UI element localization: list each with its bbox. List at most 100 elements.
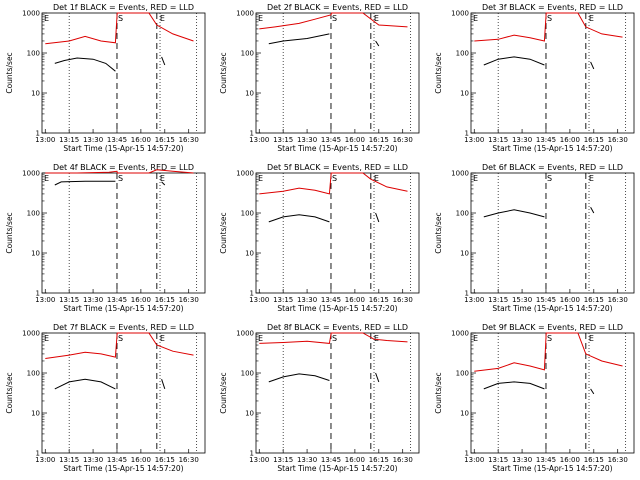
panel-1: Det 1f BLACK = Events, RED = LLD 1 10 100 10… (5, 3, 206, 153)
x-tick-label: 16:15 (369, 296, 389, 304)
x-tick-label: 13:00 (464, 136, 484, 144)
y-tick-label: 1 (250, 450, 254, 458)
panel-title: Det 8f BLACK = Events, RED = LLD (267, 323, 408, 332)
panel-title: Det 6f BLACK = Events, RED = LLD (482, 163, 623, 172)
x-tick-label: 16:00 (345, 136, 365, 144)
y-tick-label: 100 (27, 210, 40, 218)
x-tick-label: 16:30 (608, 136, 628, 144)
y-tick-label: 100 (27, 50, 40, 58)
x-tick-label: 16:00 (131, 456, 151, 464)
x-tick-label: 13:00 (249, 296, 269, 304)
x-axis-label: Start Time (15-Apr-15 14:57:20) (277, 464, 397, 473)
x-tick-label: 13:45 (107, 296, 127, 304)
y-tick-label: 10 (460, 90, 469, 98)
x-tick-label: 13:00 (249, 456, 269, 464)
x-tick-label: 13:30 (83, 136, 103, 144)
y-tick-label: 1 (465, 130, 469, 138)
x-tick-label: 13:00 (249, 136, 269, 144)
y-tick-label: 10 (245, 250, 254, 258)
panel-title: Det 3f BLACK = Events, RED = LLD (482, 3, 623, 12)
x-tick-label: 15:45 (536, 296, 556, 304)
plot-frame (470, 332, 635, 454)
panel-title: Det 9f BLACK = Events, RED = LLD (482, 323, 623, 332)
y-tick-label: 10 (245, 90, 254, 98)
events-series-line-late (375, 212, 380, 223)
x-tick-label: 16:15 (155, 296, 175, 304)
marker-letter-e: E (160, 14, 165, 23)
x-tick-label: 16:15 (584, 296, 604, 304)
x-tick-label: 16:00 (131, 296, 151, 304)
lld-series-line (45, 332, 194, 359)
lld-series-line (259, 172, 408, 195)
panel-9: Det 9f BLACK = Events, RED = LLD 1 10 100 10… (434, 323, 635, 473)
plot-frame (41, 172, 206, 294)
marker-letter-e: E (258, 174, 263, 183)
y-axis-label: Counts/sec (5, 52, 14, 93)
y-tick-label: 1 (36, 450, 40, 458)
y-tick-label: 1 (465, 450, 469, 458)
x-tick-label: 13:15 (273, 296, 293, 304)
lld-series-line (474, 332, 623, 372)
x-tick-label: 13:00 (35, 296, 55, 304)
y-tick-label: 1000 (236, 10, 254, 18)
y-tick-label: 100 (456, 210, 469, 218)
marker-letter-s: S (332, 334, 337, 343)
x-tick-label: 16:15 (155, 136, 175, 144)
x-axis-label: Start Time (15-Apr-15 14:57:20) (492, 144, 612, 153)
y-tick-label: 100 (241, 210, 254, 218)
events-series-line (54, 180, 116, 186)
y-tick-label: 1000 (22, 10, 40, 18)
events-series-line-late (161, 181, 166, 186)
x-tick-label: 13:15 (59, 136, 79, 144)
panel-2: Det 2f BLACK = Events, RED = LLD 1 10 100 10… (219, 3, 420, 153)
x-tick-label: 13:15 (488, 456, 508, 464)
x-tick-label: 13:45 (107, 136, 127, 144)
marker-letter-s: S (332, 174, 337, 183)
y-tick-label: 1000 (451, 330, 469, 338)
x-tick-label: 13:45 (107, 456, 127, 464)
x-tick-label: 16:00 (345, 296, 365, 304)
marker-letter-e: E (44, 174, 49, 183)
x-tick-label: 16:30 (393, 296, 413, 304)
x-tick-label: 16:15 (584, 456, 604, 464)
x-tick-label: 16:15 (369, 456, 389, 464)
marker-letter-e: E (374, 174, 379, 183)
x-tick-label: 13:15 (488, 136, 508, 144)
lld-series-line (259, 332, 408, 344)
x-tick-label: 16:15 (584, 136, 604, 144)
marker-letter-s: S (118, 14, 123, 23)
events-series-line-late (375, 40, 380, 47)
y-tick-label: 10 (460, 410, 469, 418)
marker-letter-e: E (374, 334, 379, 343)
y-tick-label: 100 (456, 50, 469, 58)
marker-letter-s: S (332, 14, 337, 23)
lld-series-line (45, 169, 194, 174)
marker-letter-e: E (258, 334, 263, 343)
panel-title: Det 2f BLACK = Events, RED = LLD (267, 3, 408, 12)
plot-frame (41, 12, 206, 134)
events-series-line-late (590, 388, 595, 395)
events-series-line (268, 33, 330, 45)
x-tick-label: 16:30 (393, 136, 413, 144)
marker-letter-s: S (118, 174, 123, 183)
x-axis-label: Start Time (15-Apr-15 14:57:20) (492, 304, 612, 313)
marker-letter-e: E (44, 14, 49, 23)
x-axis-label: Start Time (15-Apr-15 14:57:20) (63, 304, 183, 313)
marker-letter-e: E (473, 14, 478, 23)
panel-title: Det 5f BLACK = Events, RED = LLD (267, 163, 408, 172)
panel-title: Det 4f BLACK = Events, RED = LLD (53, 163, 194, 172)
y-tick-label: 1000 (236, 330, 254, 338)
marker-letter-e: E (258, 14, 263, 23)
y-tick-label: 1 (250, 130, 254, 138)
x-tick-label: 16:30 (179, 456, 199, 464)
x-tick-label: 16:30 (179, 136, 199, 144)
y-tick-label: 100 (456, 370, 469, 378)
y-tick-label: 1000 (22, 170, 40, 178)
plot-frame (255, 332, 420, 454)
plot-frame (41, 332, 206, 454)
y-axis-label: Counts/sec (219, 212, 228, 253)
y-axis-label: Counts/sec (434, 212, 443, 253)
x-tick-label: 13:30 (297, 136, 317, 144)
x-tick-label: 13:30 (512, 456, 532, 464)
lld-series-line (474, 12, 623, 42)
